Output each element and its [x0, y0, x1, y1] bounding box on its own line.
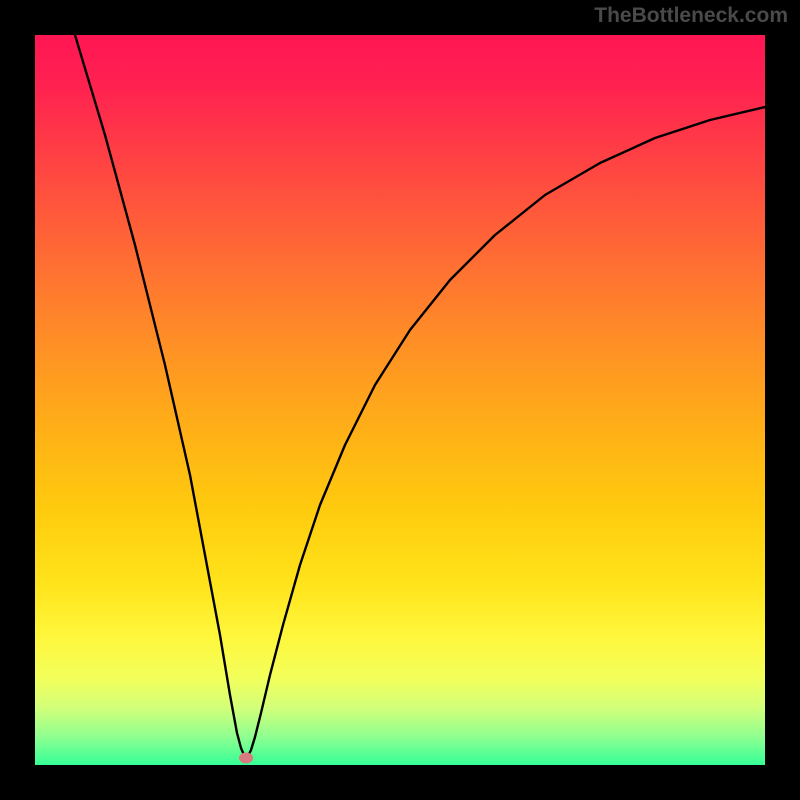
chart-frame: TheBottleneck.com	[0, 0, 800, 800]
minimum-marker	[239, 753, 253, 764]
curve-line	[35, 35, 765, 765]
attribution-label: TheBottleneck.com	[594, 4, 788, 28]
plot-area	[35, 35, 765, 765]
